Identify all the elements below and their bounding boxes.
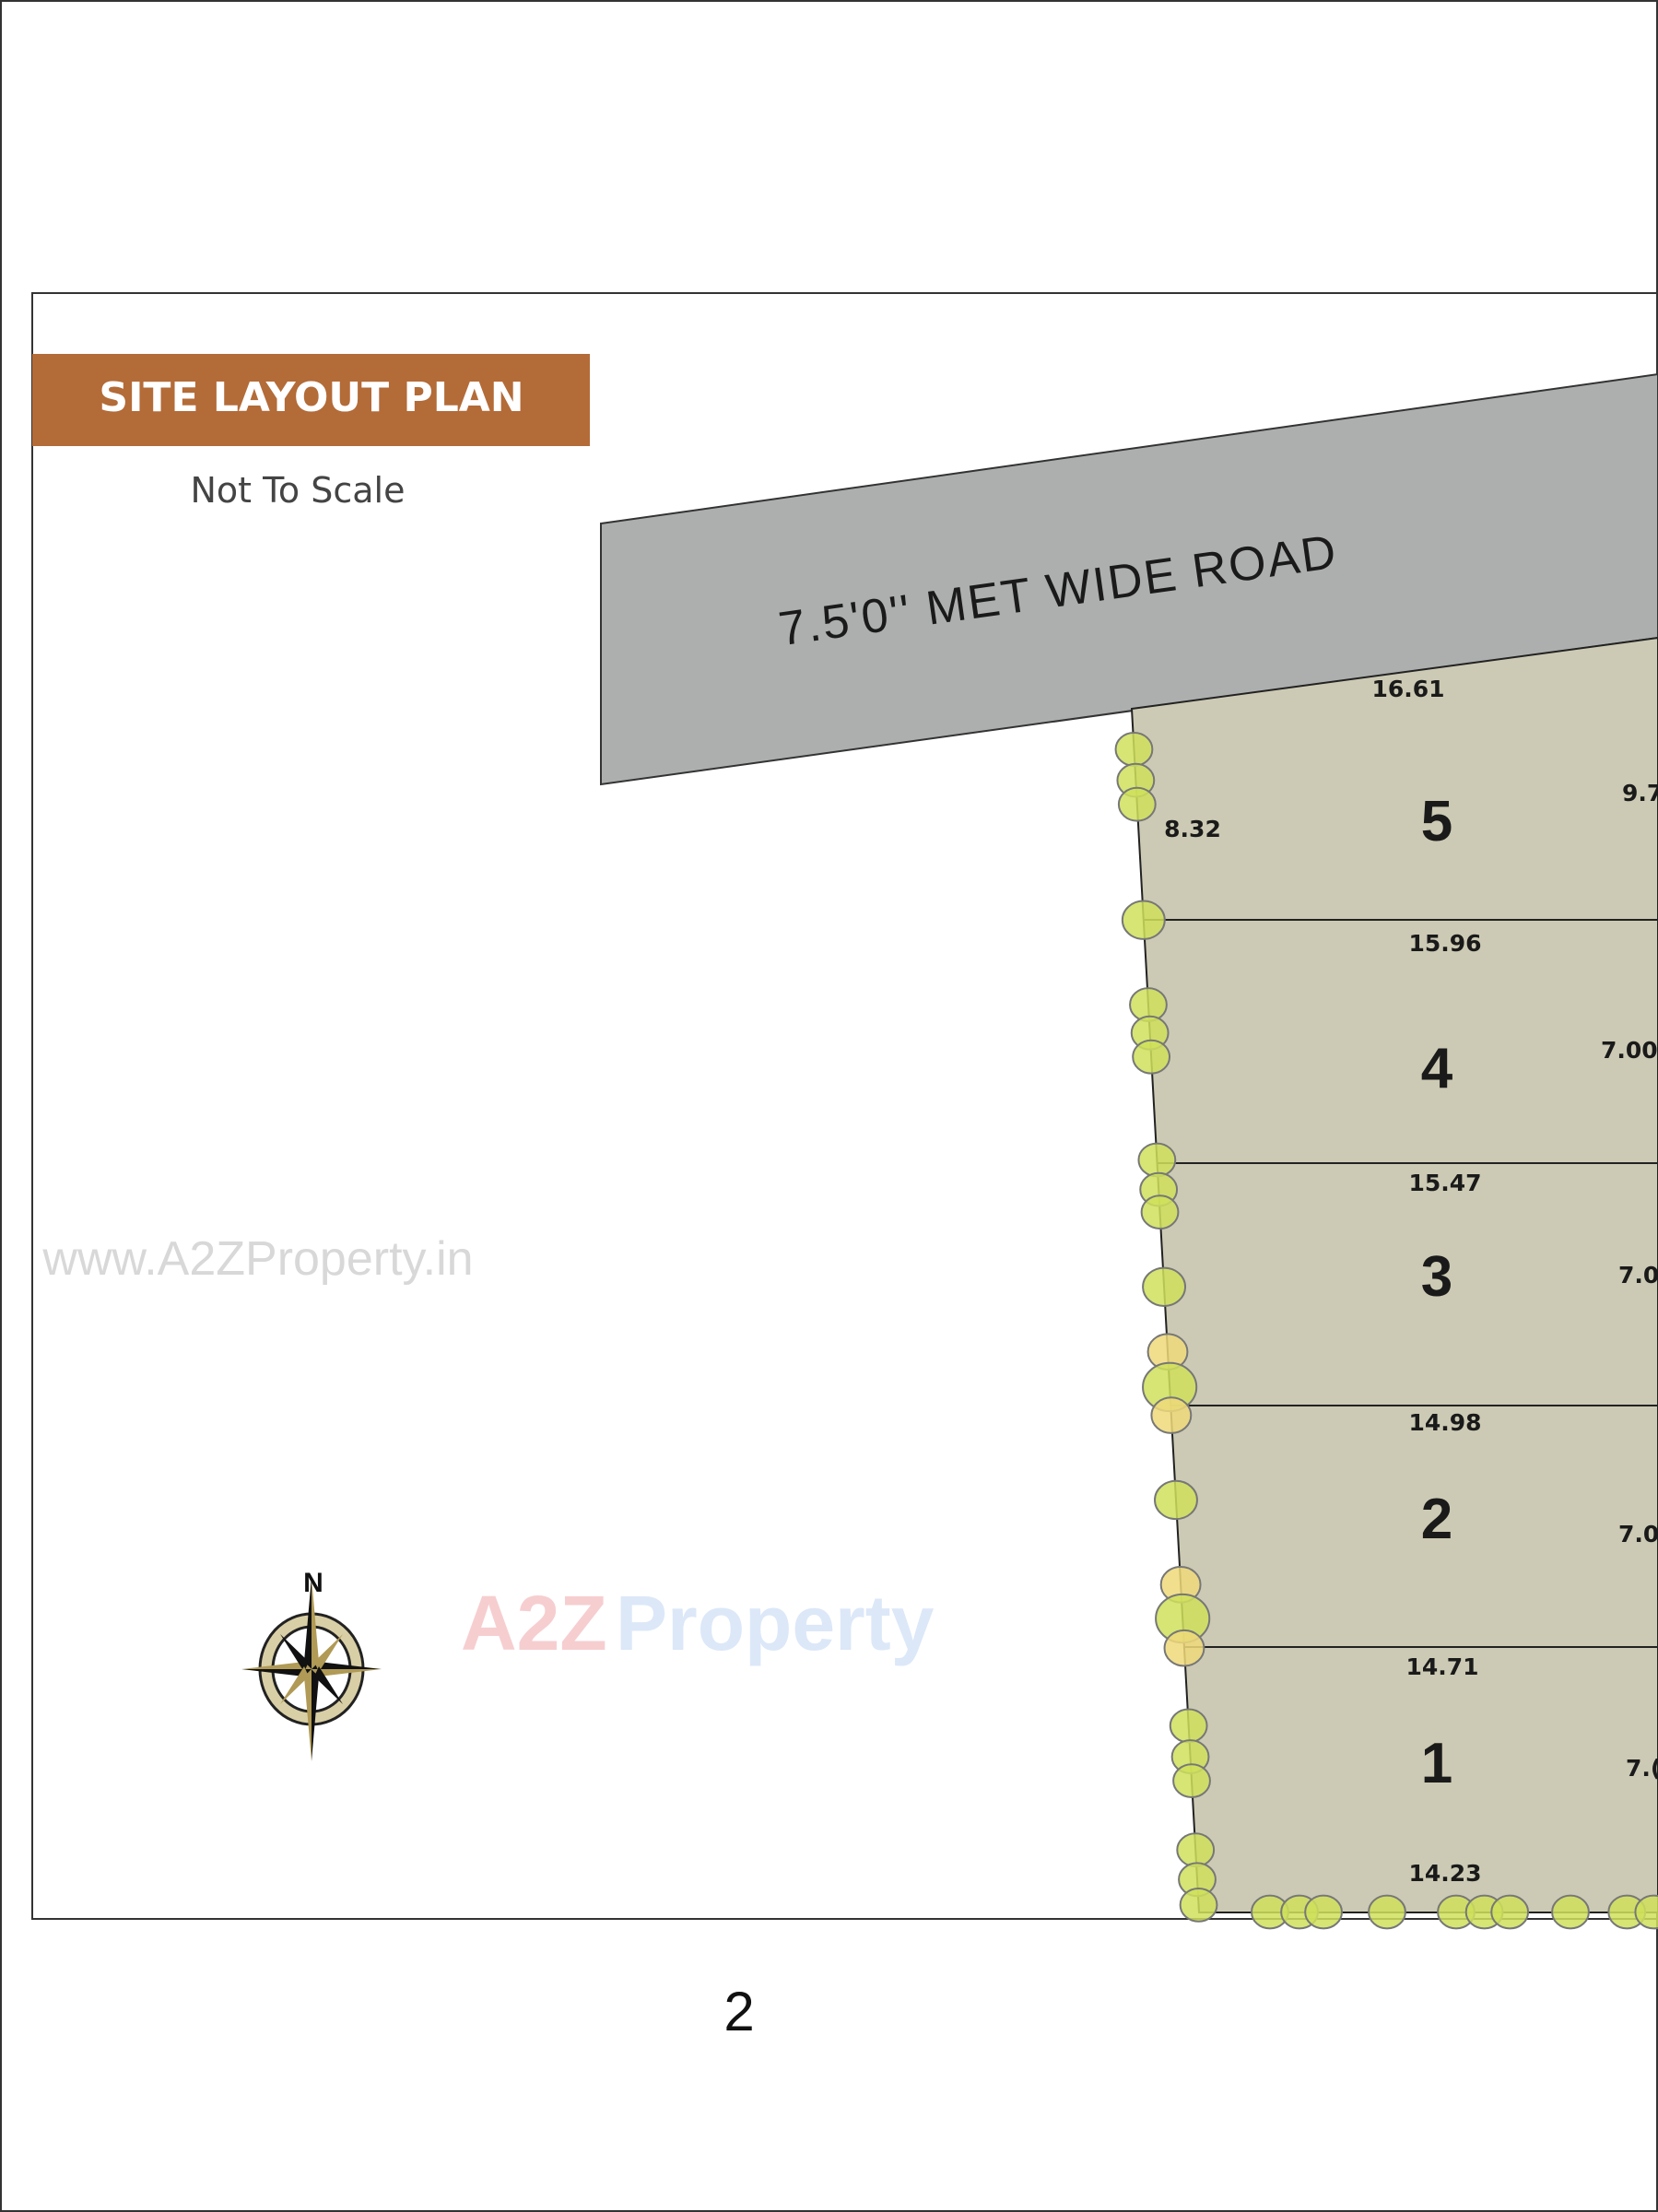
plot-4-top-width: 15.96 — [1408, 930, 1481, 957]
logo-a2z-text: A2Z — [461, 1580, 607, 1666]
page-title: SITE LAYOUT PLAN — [99, 374, 523, 421]
tree-icon — [1169, 1708, 1208, 1744]
plot-2-number: 2 — [1421, 1488, 1452, 1551]
drawing-frame — [31, 292, 1658, 1920]
plot-dividers — [1143, 919, 1658, 1648]
tree-icon — [1551, 1894, 1590, 1930]
plot-4-right-depth: 7.00 — [1601, 1037, 1658, 1064]
compass-north-label: N — [303, 1568, 323, 1598]
plot-2-top-width: 14.98 — [1408, 1409, 1481, 1436]
plot-5-top-width: 16.61 — [1371, 676, 1444, 702]
plot-3-right-depth: 7.0 — [1618, 1262, 1658, 1288]
plot-2-right-depth: 7.0 — [1618, 1521, 1658, 1547]
plot-5[interactable]: 16.61 5 8.32 9.7 — [1164, 676, 1658, 853]
scale-note: Not To Scale — [191, 470, 406, 511]
plot-3-number: 3 — [1421, 1245, 1452, 1309]
tree-icon — [1137, 1142, 1177, 1178]
plot-3-top-width: 15.47 — [1408, 1170, 1481, 1196]
tree-icon — [1140, 1194, 1180, 1230]
tree-icon — [1142, 1266, 1187, 1307]
page-number: 2 — [723, 1981, 754, 2042]
title-banner — [32, 354, 590, 446]
a2z-property-logo: A2Z Property — [461, 1580, 935, 1666]
plot-5-number: 5 — [1421, 790, 1452, 853]
tree-icon — [1172, 1763, 1211, 1799]
tree-icon — [1163, 1629, 1205, 1667]
tree-icon — [1114, 732, 1154, 767]
plot-5-right-depth: 9.7 — [1622, 780, 1658, 806]
tree-icon — [1176, 1832, 1216, 1868]
tree-icon — [1154, 1479, 1198, 1521]
trees — [1114, 732, 1658, 1930]
plot-4-number: 4 — [1421, 1037, 1453, 1100]
plot-3[interactable]: 15.47 3 7.0 — [1408, 1170, 1658, 1309]
plot-4[interactable]: 15.96 4 7.00 — [1408, 930, 1657, 1100]
tree-icon — [1490, 1894, 1530, 1930]
plot-1-number: 1 — [1421, 1732, 1452, 1795]
plot-1-right-depth: 7.( — [1626, 1755, 1658, 1782]
plot-1-top-width: 14.71 — [1405, 1653, 1478, 1680]
tree-icon — [1179, 1887, 1218, 1923]
road — [600, 372, 1658, 786]
tree-icon — [1132, 1039, 1171, 1075]
compass-rose-icon — [241, 1577, 382, 1761]
tree-icon — [1304, 1894, 1343, 1930]
tree-icon — [1150, 1396, 1193, 1434]
plot-2[interactable]: 14.98 2 7.0 — [1408, 1409, 1658, 1551]
plot-1-bottom-width: 14.23 — [1408, 1860, 1481, 1887]
tree-icon — [1117, 786, 1157, 822]
watermark-text: www.A2ZProperty.in — [41, 1232, 473, 1286]
logo-property-text: Property — [616, 1580, 935, 1666]
tree-icon — [1121, 900, 1166, 940]
plot-5-left-depth: 8.32 — [1164, 816, 1221, 842]
tree-icon — [1368, 1894, 1406, 1930]
plot-1[interactable]: 14.71 1 7.( 14.23 — [1405, 1653, 1658, 1887]
tree-icon — [1634, 1894, 1658, 1930]
